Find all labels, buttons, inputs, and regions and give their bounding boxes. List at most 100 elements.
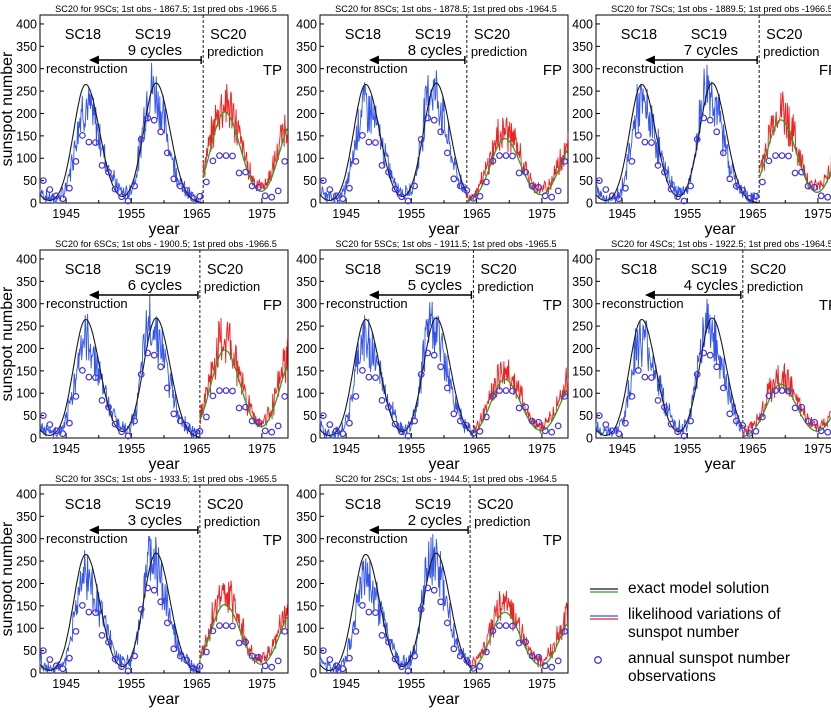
reconstruction-line	[39, 295, 201, 439]
observation-marker	[144, 584, 152, 592]
cycles-label: 3 cycles	[128, 512, 182, 529]
reconstruction-line	[319, 301, 474, 439]
observation-marker	[548, 663, 556, 671]
observation-marker	[661, 168, 668, 176]
observation-marker	[398, 663, 406, 671]
observation-marker	[111, 420, 119, 428]
prediction-label: prediction	[763, 44, 819, 59]
x-tick-label: 1945	[608, 207, 636, 221]
observation-marker	[541, 662, 549, 670]
legend-likelihood-swatch	[590, 615, 618, 620]
sc19-label: SC19	[415, 497, 451, 513]
y-tick-label: 50	[303, 174, 317, 188]
observation-marker	[654, 397, 662, 404]
observation-marker	[85, 138, 93, 146]
cycles-arrow-head	[644, 290, 655, 300]
x-tick-label: 1975	[528, 442, 556, 456]
x-tick-label: 1955	[397, 677, 425, 691]
observation-marker	[554, 422, 562, 430]
observation-marker	[496, 622, 503, 629]
observation-marker	[326, 186, 334, 194]
y-tick-label: 0	[30, 432, 37, 446]
y-tick-label: 250	[16, 85, 37, 99]
observation-marker	[726, 410, 734, 418]
y-tick-label: 250	[572, 320, 593, 334]
observation-marker	[648, 139, 655, 147]
observation-marker	[430, 116, 438, 124]
observation-marker	[339, 665, 347, 673]
observation-marker	[398, 193, 406, 201]
observation-marker	[424, 114, 432, 122]
observation-marker	[111, 185, 119, 193]
observation-marker	[72, 628, 80, 635]
panel-7: SC20 for 3SCs; 1st obs - 1933.5; 1st pre…	[0, 474, 289, 708]
y-tick-label: 350	[296, 40, 317, 54]
observation-marker	[319, 177, 327, 185]
y-axis-label: sunspot number	[0, 521, 16, 636]
observation-marker	[385, 168, 392, 176]
observation-marker	[772, 152, 779, 160]
observation-marker	[641, 138, 649, 146]
observation-marker	[150, 116, 158, 124]
observation-marker	[216, 152, 223, 160]
observation-marker	[424, 584, 432, 592]
observation-marker	[248, 417, 256, 425]
observation-marker	[602, 186, 610, 194]
x-tick-label: 1975	[528, 677, 556, 691]
y-tick-label: 200	[16, 577, 37, 591]
panel-class-label: TP	[543, 297, 562, 314]
observation-marker	[202, 648, 210, 656]
observation-marker	[411, 182, 419, 190]
observation-marker	[137, 371, 145, 378]
observation-marker	[470, 665, 477, 672]
observation-marker	[46, 656, 54, 663]
observation-marker	[535, 183, 542, 191]
observation-marker	[483, 413, 490, 421]
panel-class-label: FP	[819, 62, 831, 79]
reconstruction-line	[595, 64, 760, 204]
observation-marker	[661, 403, 668, 411]
model-reconstruction-line	[595, 82, 759, 204]
observation-marker	[111, 655, 119, 663]
observation-marker	[176, 652, 184, 660]
observation-marker	[261, 427, 269, 435]
observation-marker	[824, 428, 831, 436]
sc19-label: SC19	[135, 497, 171, 513]
x-tick-label: 1945	[52, 677, 80, 691]
x-tick-label: 1945	[332, 207, 360, 221]
y-tick-label: 0	[30, 667, 37, 681]
observation-marker	[92, 374, 99, 382]
observation-marker	[196, 662, 204, 670]
y-axis-label: sunspot number	[0, 51, 16, 166]
prediction-label: prediction	[471, 44, 527, 59]
observation-marker	[817, 192, 825, 200]
observation-marker	[105, 168, 112, 176]
observation-marker	[528, 652, 536, 660]
observation-marker	[654, 161, 662, 169]
y-tick-label: 50	[303, 409, 317, 423]
y-tick-label: 0	[310, 432, 317, 446]
cycles-label: 4 cycles	[684, 277, 738, 294]
y-tick-label: 250	[296, 320, 317, 334]
observation-marker	[726, 175, 734, 183]
observation-marker	[352, 393, 360, 400]
panel-class-label: TP	[263, 532, 282, 549]
sc20-label: SC20	[207, 497, 243, 513]
observation-marker	[274, 422, 282, 430]
observation-marker	[261, 662, 269, 670]
observation-marker	[713, 128, 721, 136]
observation-marker	[811, 418, 818, 426]
observation-marker	[229, 152, 236, 160]
observation-marker	[502, 152, 510, 160]
observation-marker	[778, 152, 786, 160]
observation-marker	[443, 384, 451, 392]
x-axis-label: year	[428, 221, 460, 238]
observation-marker	[124, 197, 132, 205]
observation-marker	[674, 193, 681, 201]
sc20-label: SC20	[750, 262, 786, 278]
observation-marker	[229, 387, 236, 395]
observation-marker	[548, 193, 556, 201]
observation-marker	[98, 161, 106, 169]
y-tick-label: 100	[296, 387, 317, 401]
legend-likelihood-label: likelihood variations of sunspot number	[628, 606, 781, 641]
